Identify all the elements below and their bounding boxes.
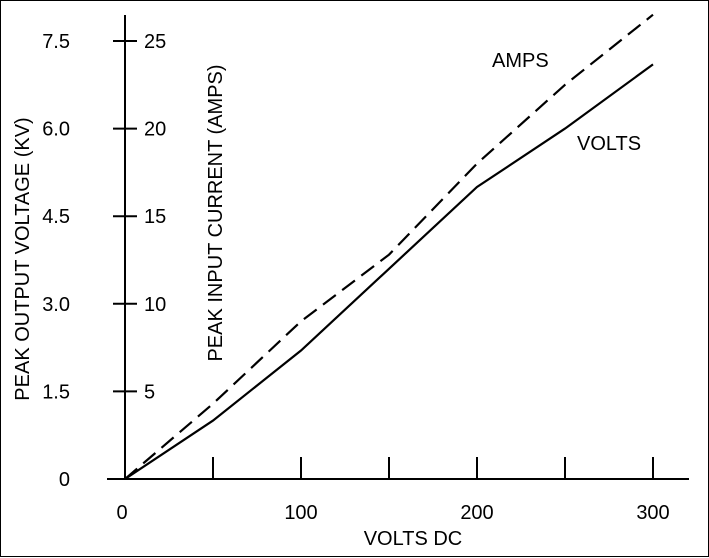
- series-label-volts: VOLTS: [577, 133, 641, 155]
- series-label-amps: AMPS: [492, 50, 549, 72]
- y-right-tick-label: 15: [144, 206, 166, 228]
- x-tick-label: 0: [116, 502, 127, 524]
- y-left-tick-label: 1.5: [42, 381, 70, 403]
- series-layer: [124, 13, 654, 480]
- y-left-tick-label: 3.0: [42, 294, 70, 316]
- series-line-amps: [124, 13, 654, 480]
- y-left-tick-label: 0: [59, 469, 70, 491]
- y-right-tick-label: 25: [144, 31, 166, 53]
- y-right-tick-label: 10: [144, 294, 166, 316]
- x-tick-label: 200: [460, 502, 493, 524]
- axes-layer: [107, 15, 689, 480]
- y-axis-label-left: PEAK OUTPUT VOLTAGE (KV): [12, 117, 34, 400]
- y-left-tick-label: 6.0: [42, 119, 70, 141]
- y-right-tick-label: 5: [144, 381, 155, 403]
- labels-layer: VOLTS DC PEAK OUTPUT VOLTAGE (KV) PEAK I…: [12, 50, 641, 550]
- x-tick-label: 300: [636, 502, 669, 524]
- y-right-tick-label: 20: [144, 119, 166, 141]
- y-axis-label-right: PEAK INPUT CURRENT (AMPS): [205, 64, 227, 361]
- ticks-layer: 0 1.5 3.0 4.5 6.0 7.5 5 10 15 20 25 0 100 200 300: [42, 31, 670, 524]
- y-left-tick-label: 4.5: [42, 206, 70, 228]
- series-line-volts: [124, 63, 654, 480]
- x-axis-label: VOLTS DC: [364, 528, 463, 550]
- x-tick-label: 100: [284, 502, 317, 524]
- y-left-tick-label: 7.5: [42, 31, 70, 53]
